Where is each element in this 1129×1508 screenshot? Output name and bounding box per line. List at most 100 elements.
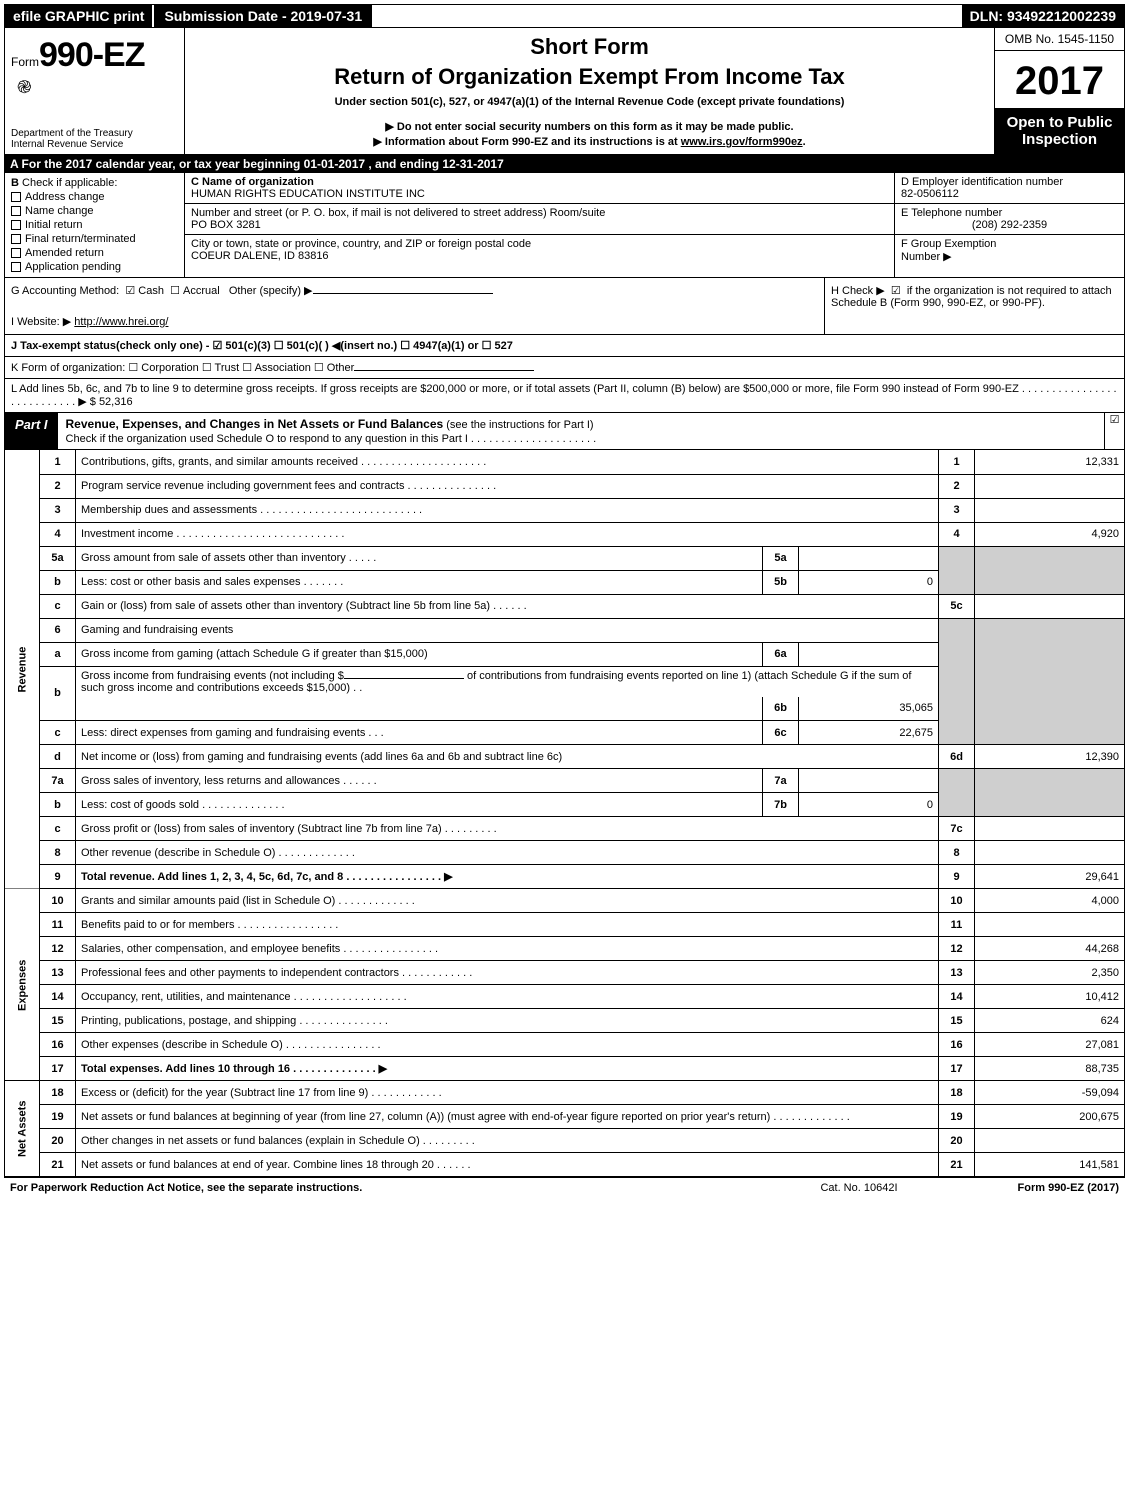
line-num: c bbox=[40, 817, 76, 841]
open-to-public: Open to Public Inspection bbox=[995, 108, 1124, 154]
checkbox-icon bbox=[11, 234, 21, 244]
line-num: 10 bbox=[40, 889, 76, 913]
line-desc: Benefits paid to or for members . . . . … bbox=[76, 913, 939, 937]
line-val: 27,081 bbox=[975, 1033, 1125, 1057]
row-k: K Form of organization: ☐ Corporation ☐ … bbox=[4, 357, 1125, 379]
footer-center: Cat. No. 10642I bbox=[820, 1182, 897, 1194]
line-desc: Less: cost or other basis and sales expe… bbox=[76, 570, 763, 594]
opt-label: Initial return bbox=[25, 219, 82, 231]
line-num: 21 bbox=[40, 1153, 76, 1177]
row-j: J Tax-exempt status(check only one) - ☑ … bbox=[4, 335, 1125, 357]
phone: (208) 292-2359 bbox=[901, 219, 1118, 231]
line-desc: Net assets or fund balances at beginning… bbox=[76, 1105, 939, 1129]
line-desc: Salaries, other compensation, and employ… bbox=[76, 937, 939, 961]
line-numcol: 13 bbox=[939, 961, 975, 985]
opt-name-change[interactable]: Name change bbox=[11, 205, 178, 217]
checkbox-icon bbox=[11, 248, 21, 258]
line-desc: Gross income from fundraising events (no… bbox=[76, 666, 939, 697]
footer-right: Form 990-EZ (2017) bbox=[1018, 1182, 1119, 1194]
open-line-2: Inspection bbox=[997, 131, 1122, 148]
line-desc: Membership dues and assessments . . . . … bbox=[76, 498, 939, 522]
line-desc: Contributions, gifts, grants, and simila… bbox=[76, 450, 939, 474]
line-numcol: 4 bbox=[939, 522, 975, 546]
line-desc: Less: direct expenses from gaming and fu… bbox=[76, 721, 763, 745]
part1-header: Part I Revenue, Expenses, and Changes in… bbox=[4, 413, 1125, 450]
line-desc: Program service revenue including govern… bbox=[76, 474, 939, 498]
checkbox-icon bbox=[11, 262, 21, 272]
line-num: 16 bbox=[40, 1033, 76, 1057]
footer-left: For Paperwork Reduction Act Notice, see … bbox=[10, 1182, 820, 1194]
row-g: G Accounting Method: ☑ Cash ☐ Accrual Ot… bbox=[11, 284, 818, 297]
section-c: C Name of organization HUMAN RIGHTS EDUC… bbox=[185, 173, 894, 277]
line-numcol: 18 bbox=[939, 1081, 975, 1105]
open-line-1: Open to Public bbox=[997, 114, 1122, 131]
website-link[interactable]: http://www.hrei.org/ bbox=[74, 316, 168, 328]
line-val: 12,390 bbox=[975, 745, 1125, 769]
l6b-input[interactable] bbox=[344, 678, 464, 679]
opt-application-pending[interactable]: Application pending bbox=[11, 261, 178, 273]
f-header: F Group Exemption bbox=[901, 238, 996, 250]
line-val bbox=[975, 594, 1125, 618]
opt-amended-return[interactable]: Amended return bbox=[11, 247, 178, 259]
opt-label: Amended return bbox=[25, 247, 104, 259]
g-other-input[interactable] bbox=[313, 293, 493, 294]
l-text: L Add lines 5b, 6c, and 7b to line 9 to … bbox=[11, 383, 1117, 408]
line-numcol: 1 bbox=[939, 450, 975, 474]
line-num: b bbox=[40, 793, 76, 817]
row-h: H Check ▶ ☑ if the organization is not r… bbox=[824, 278, 1124, 334]
line-num: 12 bbox=[40, 937, 76, 961]
line-num: 15 bbox=[40, 1009, 76, 1033]
opt-final-return[interactable]: Final return/terminated bbox=[11, 233, 178, 245]
gh-block: G Accounting Method: ☑ Cash ☐ Accrual Ot… bbox=[4, 278, 1125, 335]
line-num: 19 bbox=[40, 1105, 76, 1129]
part1-check[interactable]: ☑ bbox=[1104, 413, 1124, 449]
line-val bbox=[975, 498, 1125, 522]
chk-cash[interactable]: ☑ bbox=[122, 285, 138, 297]
sub-line-num: 7b bbox=[763, 793, 799, 817]
line-val: 141,581 bbox=[975, 1153, 1125, 1177]
sidebar-revenue: Revenue bbox=[5, 450, 40, 889]
k-text: K Form of organization: ☐ Corporation ☐ … bbox=[11, 362, 354, 374]
line-desc: Printing, publications, postage, and shi… bbox=[76, 1009, 939, 1033]
period: . bbox=[803, 136, 806, 148]
line-val: 29,641 bbox=[975, 865, 1125, 889]
line-numcol: 5c bbox=[939, 594, 975, 618]
line-desc: Less: cost of goods sold . . . . . . . .… bbox=[76, 793, 763, 817]
line-val: 10,412 bbox=[975, 985, 1125, 1009]
g-accrual: Accrual bbox=[183, 285, 220, 297]
k-other-input[interactable] bbox=[354, 370, 534, 371]
i-label: I Website: ▶ bbox=[11, 316, 71, 328]
line-numcol: 17 bbox=[939, 1057, 975, 1081]
title-block: Form990-EZ ֎ Department of the Treasury … bbox=[4, 28, 1125, 155]
line-desc: Excess or (deficit) for the year (Subtra… bbox=[76, 1081, 939, 1105]
irs-link[interactable]: www.irs.gov/form990ez bbox=[681, 136, 803, 148]
line-num: d bbox=[40, 745, 76, 769]
row-l: L Add lines 5b, 6c, and 7b to line 9 to … bbox=[4, 379, 1125, 413]
opt-initial-return[interactable]: Initial return bbox=[11, 219, 178, 231]
checkbox-icon bbox=[11, 206, 21, 216]
form-number-cell: Form990-EZ ֎ bbox=[5, 28, 184, 107]
chk-accrual[interactable]: ☐ bbox=[167, 285, 183, 297]
opt-address-change[interactable]: Address change bbox=[11, 191, 178, 203]
opt-label: Final return/terminated bbox=[25, 233, 136, 245]
shaded-cell bbox=[939, 769, 975, 817]
line-numcol: 16 bbox=[939, 1033, 975, 1057]
line-numcol: 21 bbox=[939, 1153, 975, 1177]
g-other: Other (specify) ▶ bbox=[229, 285, 313, 297]
opt-label: Application pending bbox=[25, 261, 121, 273]
sub-line-num: 6b bbox=[763, 697, 799, 721]
line-num: 4 bbox=[40, 522, 76, 546]
line-desc: Professional fees and other payments to … bbox=[76, 961, 939, 985]
line-numcol: 14 bbox=[939, 985, 975, 1009]
part1-tag: Part I bbox=[5, 413, 58, 449]
line-val bbox=[975, 474, 1125, 498]
chk-h[interactable]: ☑ bbox=[888, 285, 904, 297]
lines-table: Revenue 1 Contributions, gifts, grants, … bbox=[4, 450, 1125, 1177]
line-val: -59,094 bbox=[975, 1081, 1125, 1105]
line-num: c bbox=[40, 721, 76, 745]
line-num: b bbox=[40, 570, 76, 594]
line-val: 4,000 bbox=[975, 889, 1125, 913]
line-desc: Total revenue. Add lines 1, 2, 3, 4, 5c,… bbox=[76, 865, 939, 889]
org-city: COEUR DALENE, ID 83816 bbox=[191, 250, 888, 262]
line-val: 624 bbox=[975, 1009, 1125, 1033]
